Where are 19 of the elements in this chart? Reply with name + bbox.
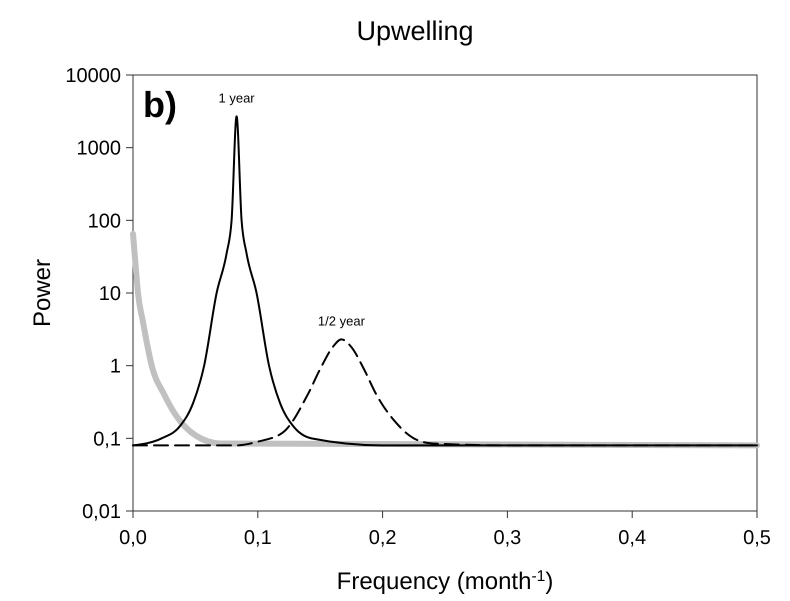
x-tick-label: 0,5	[743, 527, 771, 549]
y-tick-label: 0,1	[93, 428, 121, 450]
y-axis-title: Power	[29, 258, 56, 328]
x-tick-label: 0,3	[493, 527, 522, 549]
annotation: 1/2 year	[318, 313, 366, 328]
y-tick-label: 10	[98, 283, 121, 305]
y-tick-label: 0,01	[82, 501, 121, 523]
x-tick-label: 0,0	[119, 527, 147, 549]
chart-title: Upwelling	[356, 16, 474, 46]
y-tick-label: 10000	[65, 65, 121, 87]
annotation: b)	[143, 84, 177, 125]
annotation: 1 year	[218, 90, 256, 106]
y-tick-label: 1	[110, 356, 121, 378]
y-tick-label: 1000	[76, 138, 121, 160]
x-tick-label: 0,2	[368, 527, 397, 549]
x-tick-label: 0,1	[244, 527, 272, 549]
y-tick-label: 100	[88, 210, 121, 232]
x-axis-title: Frequency (month$^{-1}$)	[336, 568, 554, 595]
x-tick-label: 0,4	[618, 527, 646, 549]
